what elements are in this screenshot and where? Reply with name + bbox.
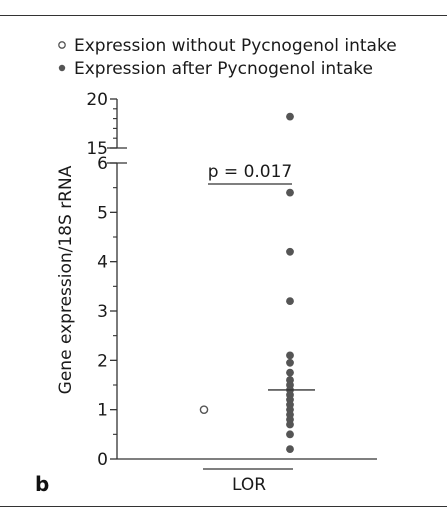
y-tick-label: 1 (97, 401, 108, 421)
top-rule (0, 15, 447, 16)
legend-filled-marker (58, 64, 66, 72)
y-ticks: 0 1 2 3 4 5 615 20 (86, 90, 117, 470)
point-after-pycnogenol (286, 430, 294, 439)
legend-label-after: Expression after Pycnogenol intake (74, 59, 373, 79)
point-after-pycnogenol (286, 112, 294, 121)
point-after-pycnogenol (286, 445, 294, 454)
x-category-label: LOR (232, 475, 266, 495)
point-after-pycnogenol (286, 247, 294, 256)
point-after-pycnogenol (286, 420, 294, 429)
y-tick-label: 2 (97, 351, 108, 371)
y-axis (107, 99, 377, 460)
y-tick-label: 20 (86, 90, 108, 110)
legend: Expression without Pycnogenol intake Exp… (58, 36, 397, 79)
p-value-annotation: p = 0.017 (208, 162, 293, 182)
point-after-pycnogenol (286, 297, 294, 306)
point-after-pycnogenol (286, 188, 294, 197)
y-tick-label: 6 (97, 154, 108, 174)
y-tick-label: 0 (97, 450, 108, 470)
bottom-rule (0, 506, 447, 507)
panel-label: b (35, 472, 49, 496)
point-after-pycnogenol (286, 351, 294, 360)
legend-label-without: Expression without Pycnogenol intake (74, 36, 397, 56)
point-without-pycnogenol (199, 405, 209, 414)
y-tick-label: 15 (86, 139, 108, 159)
point-after-pycnogenol (286, 358, 294, 367)
data-marks (199, 112, 315, 454)
y-tick-label: 4 (97, 253, 108, 273)
point-after-pycnogenol (286, 368, 294, 377)
legend-open-marker (58, 41, 66, 49)
y-axis-title: Gene expression/18S rRNA (56, 165, 76, 394)
y-tick-label: 5 (97, 203, 108, 223)
y-tick-label: 3 (97, 302, 108, 322)
